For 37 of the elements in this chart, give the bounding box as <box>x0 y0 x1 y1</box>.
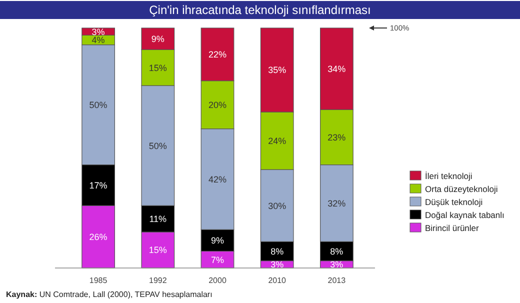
data-label: 15% <box>148 245 167 256</box>
legend-label: Birincil ürünler <box>425 222 480 233</box>
data-label: 22% <box>208 50 227 60</box>
data-label: 20% <box>208 100 227 110</box>
data-label: 30% <box>268 200 286 211</box>
data-label: 8% <box>270 246 284 256</box>
data-label: 4% <box>92 35 105 46</box>
data-label: 32% <box>328 198 346 208</box>
data-label: 50% <box>89 100 108 110</box>
data-label: 23% <box>328 132 346 142</box>
data-label: 11% <box>149 214 167 224</box>
x-tick-label: 2010 <box>268 276 287 285</box>
chart-title: Çin'in ihracatında teknoloji sınıflandırması <box>149 3 371 17</box>
data-label: 26% <box>89 232 108 242</box>
data-label: 9% <box>210 236 224 246</box>
legend-label: Orta düzeyteknoloji <box>425 184 498 194</box>
legend-label: Düşük teknoloji <box>425 196 483 207</box>
text: Kaynak: UN Comtrade, Lall (2000), TEPAV hesaplamaları <box>6 290 212 299</box>
data-label: 35% <box>268 65 286 76</box>
data-label: 42% <box>208 174 227 184</box>
x-tick-label: 1992 <box>149 276 168 285</box>
legend-label: İleri teknoloji <box>425 170 472 181</box>
data-label: 24% <box>268 136 286 146</box>
data-label: 3% <box>330 260 344 270</box>
x-tick-label: 2013 <box>328 276 346 285</box>
x-tick-label: 1985 <box>89 276 108 285</box>
legend-label: Doğal kaynak tabanlı <box>425 210 504 220</box>
data-label: 3% <box>270 260 284 270</box>
data-label: 34% <box>328 64 346 74</box>
data-label: 3% <box>92 26 105 37</box>
data-label: 17% <box>89 180 108 190</box>
data-label: 9% <box>151 34 164 44</box>
data-label: 8% <box>330 246 344 256</box>
data-label: 7% <box>210 254 224 265</box>
data-label: 15% <box>148 62 167 73</box>
data-label: 50% <box>148 140 167 151</box>
x-tick-label: 2000 <box>208 276 227 285</box>
